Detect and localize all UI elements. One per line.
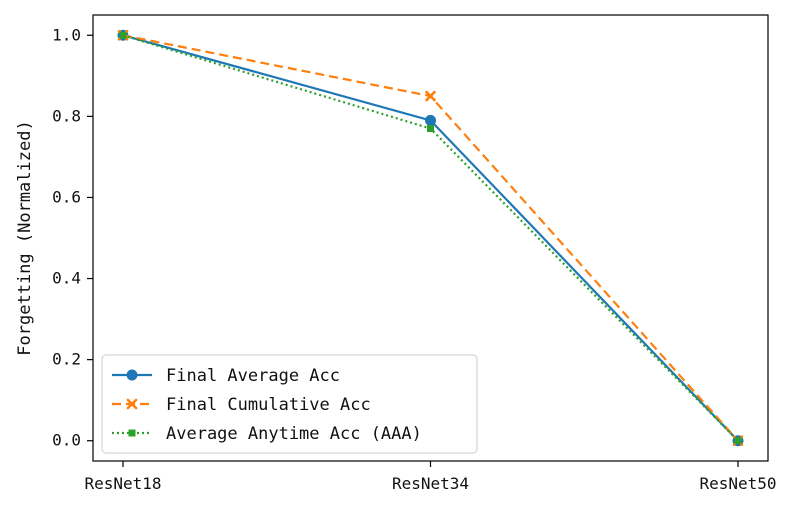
series-2: [119, 31, 742, 445]
legend-item: Average Anytime Acc (AAA): [112, 424, 422, 444]
y-tick-label: 0.0: [52, 431, 81, 450]
legend-box: [101, 354, 478, 454]
legend-label: Final Average Acc: [166, 366, 340, 386]
legend-item: Final Average Acc: [112, 366, 340, 386]
y-tick-label: 1.0: [52, 25, 81, 44]
x-tick-label: ResNet18: [84, 474, 161, 493]
legend-item: Final Cumulative Acc: [112, 395, 371, 415]
data-point: [427, 125, 434, 133]
legend-label: Final Cumulative Acc: [166, 395, 371, 415]
legend: Final Average Acc Final Cumulative Acc Ave…: [101, 354, 478, 454]
data-point: [119, 31, 127, 39]
legend-marker: [126, 369, 138, 381]
data-point: [425, 114, 436, 126]
y-tick-label: 0.2: [52, 350, 81, 369]
x-axis: ResNet18 ResNet34 ResNet50: [84, 461, 777, 493]
series-layer: [117, 29, 744, 447]
data-point: [425, 90, 436, 102]
y-tick-label: 0.8: [52, 106, 81, 125]
legend-marker: [128, 429, 136, 437]
y-tick-label: 0.6: [52, 187, 81, 206]
x-tick-label: ResNet34: [392, 474, 469, 493]
y-axis: 0.0 0.2 0.4 0.6 0.8 1.0: [52, 25, 93, 450]
legend-label: Average Anytime Acc (AAA): [166, 424, 422, 444]
data-point: [734, 437, 742, 445]
x-tick-label: ResNet50: [699, 474, 776, 493]
legend-marker: [126, 398, 138, 410]
y-tick-label: 0.4: [52, 269, 81, 288]
y-axis-label: Forgetting (Normalized): [15, 120, 35, 355]
